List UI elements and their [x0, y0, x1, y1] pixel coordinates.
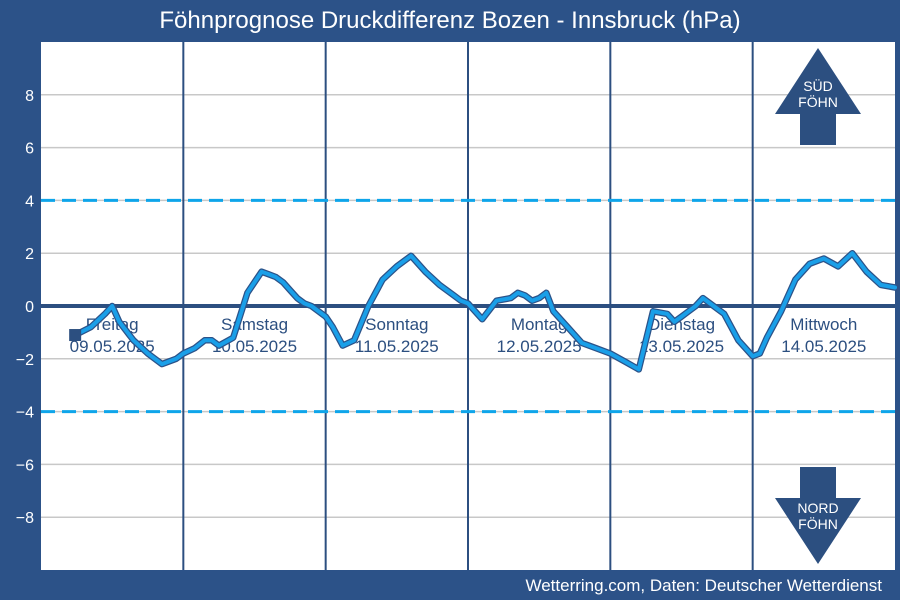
- day-date-label: 11.05.2025: [355, 337, 439, 356]
- y-tick-label: −8: [16, 510, 34, 527]
- up-arrow-label-2: FÖHN: [798, 93, 838, 110]
- day-name-label: Sonntag: [365, 315, 428, 334]
- y-tick-label: −6: [16, 457, 34, 474]
- day-name-label: Montag: [511, 315, 568, 334]
- y-tick-label: −4: [16, 405, 34, 422]
- day-name-label: Mittwoch: [790, 315, 857, 334]
- up-arrow-label-1: SÜD: [803, 77, 833, 94]
- down-arrow-label-2: FÖHN: [798, 515, 838, 532]
- day-date-label: 14.05.2025: [781, 337, 866, 356]
- y-tick-label: 0: [25, 299, 34, 316]
- day-name-label: Samstag: [221, 315, 288, 334]
- current-time-marker: [69, 329, 82, 342]
- series-line: [73, 251, 897, 372]
- down-arrow-icon: [775, 467, 861, 564]
- day-name-label: Dienstag: [648, 315, 715, 334]
- y-tick-label: 4: [25, 193, 34, 210]
- day-date-label: 12.05.2025: [497, 337, 582, 356]
- y-tick-label: 6: [25, 141, 34, 158]
- data-credit: Wetterring.com, Daten: Deutscher Wetterd…: [525, 576, 882, 595]
- up-arrow-icon: [775, 48, 861, 145]
- down-arrow-label-1: NORD: [797, 500, 838, 516]
- y-tick-label: −2: [16, 352, 34, 369]
- day-date-label: 10.05.2025: [212, 337, 297, 356]
- y-tick-label: 2: [25, 246, 34, 263]
- day-date-label: 13.05.2025: [639, 337, 724, 356]
- y-tick-label: 8: [25, 88, 34, 105]
- chart-title: Föhnprognose Druckdifferenz Bozen - Inns…: [159, 7, 741, 34]
